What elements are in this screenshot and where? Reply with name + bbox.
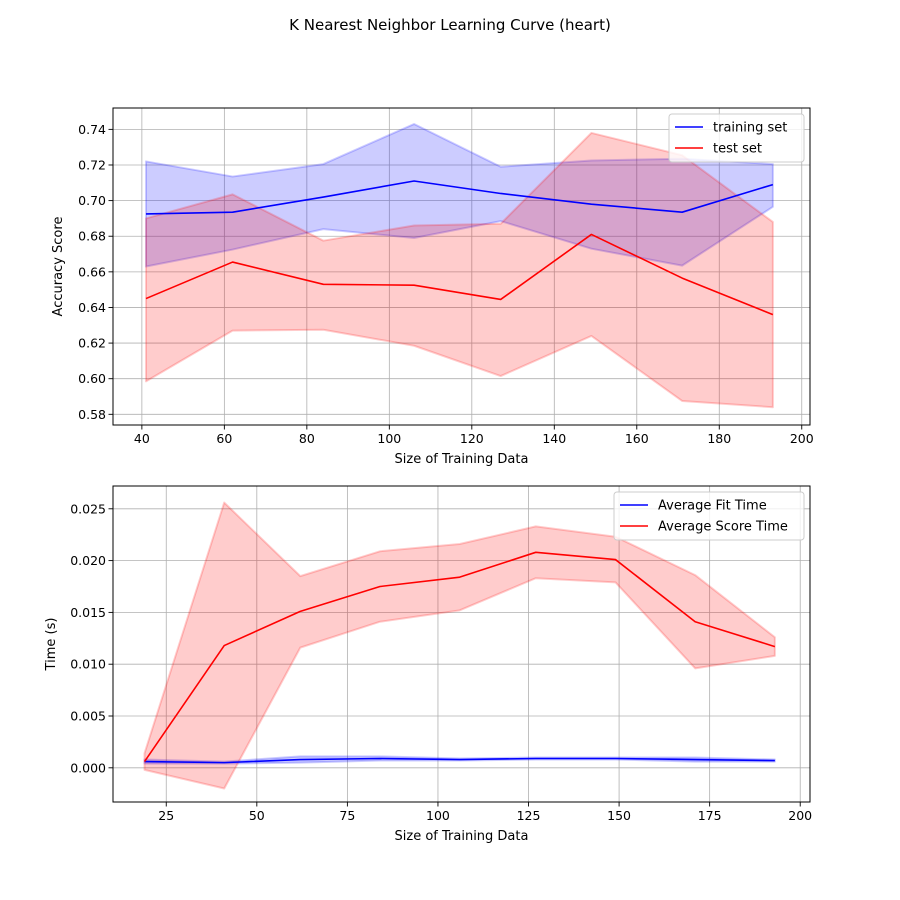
x-tick-label: 200 (790, 431, 814, 446)
y-tick-label: 0.70 (78, 193, 106, 208)
y-tick-label: 0.000 (70, 760, 106, 775)
x-tick-label: 180 (707, 431, 731, 446)
y-axis-label: Time (s) (44, 618, 59, 672)
x-tick-label: 160 (625, 431, 649, 446)
figure-title: K Nearest Neighbor Learning Curve (heart… (289, 16, 611, 34)
series-band-0 (144, 123, 774, 268)
x-tick-label: 175 (698, 808, 722, 823)
x-axis-label: Size of Training Data (395, 452, 529, 467)
x-tick-label: 120 (460, 431, 484, 446)
series-band-1 (143, 501, 776, 790)
series-line-0 (145, 180, 774, 215)
y-tick-label: 0.64 (78, 300, 106, 315)
y-axis-label: Accuracy Score (51, 217, 66, 317)
time-chart: 25 50 75 100 125 150 175 200 0.000 0.005 0.010 0.01… (44, 485, 812, 844)
y-tick-label: 0.025 (70, 501, 106, 516)
y-tick-label: 0.66 (78, 264, 106, 279)
legend-label-1: Average Score Time (658, 520, 788, 535)
y-tick-label: 0.60 (78, 371, 106, 386)
y-tick-label: 0.58 (78, 407, 106, 422)
y-tick-label: 0.68 (78, 229, 106, 244)
x-tick-label: 200 (788, 808, 812, 823)
y-tick-label: 0.015 (70, 605, 106, 620)
x-tick-label: 25 (158, 808, 174, 823)
y-tick-label: 0.74 (78, 122, 106, 137)
accuracy-chart: 40 60 80 100 120 140 160 180 200 0.58 0.60 0.62 0.64… (51, 107, 814, 467)
plot-area (144, 123, 774, 409)
plot-area (143, 501, 776, 790)
series-band-1 (144, 131, 774, 409)
y-tick-label: 0.005 (70, 709, 106, 724)
x-tick-label: 150 (607, 808, 631, 823)
legend-label-0: training set (713, 121, 787, 136)
x-tick-label: 100 (377, 431, 401, 446)
x-tick-label: 50 (249, 808, 265, 823)
legend: training set test set (668, 113, 805, 163)
axes-frame (112, 107, 811, 426)
y-tick-label: 0.020 (70, 553, 106, 568)
x-tick-label: 125 (517, 808, 541, 823)
x-tick-label: 40 (134, 431, 150, 446)
legend-label-1: test set (713, 142, 762, 157)
x-tick-label: 60 (216, 431, 232, 446)
legend: Average Fit Time Average Score Time (613, 491, 805, 541)
legend-label-0: Average Fit Time (658, 499, 767, 514)
legend-box (668, 113, 805, 163)
series-line-1 (145, 233, 774, 316)
y-tick-label: 0.72 (78, 157, 106, 172)
x-tick-label: 100 (426, 808, 450, 823)
x-tick-label: 75 (339, 808, 355, 823)
x-tick-label: 80 (299, 431, 315, 446)
y-tick-label: 0.62 (78, 336, 106, 351)
legend-box (613, 491, 805, 541)
y-tick-label: 0.010 (70, 657, 106, 672)
x-axis-label: Size of Training Data (395, 829, 529, 844)
x-tick-label: 140 (542, 431, 566, 446)
axes-frame (112, 485, 811, 803)
